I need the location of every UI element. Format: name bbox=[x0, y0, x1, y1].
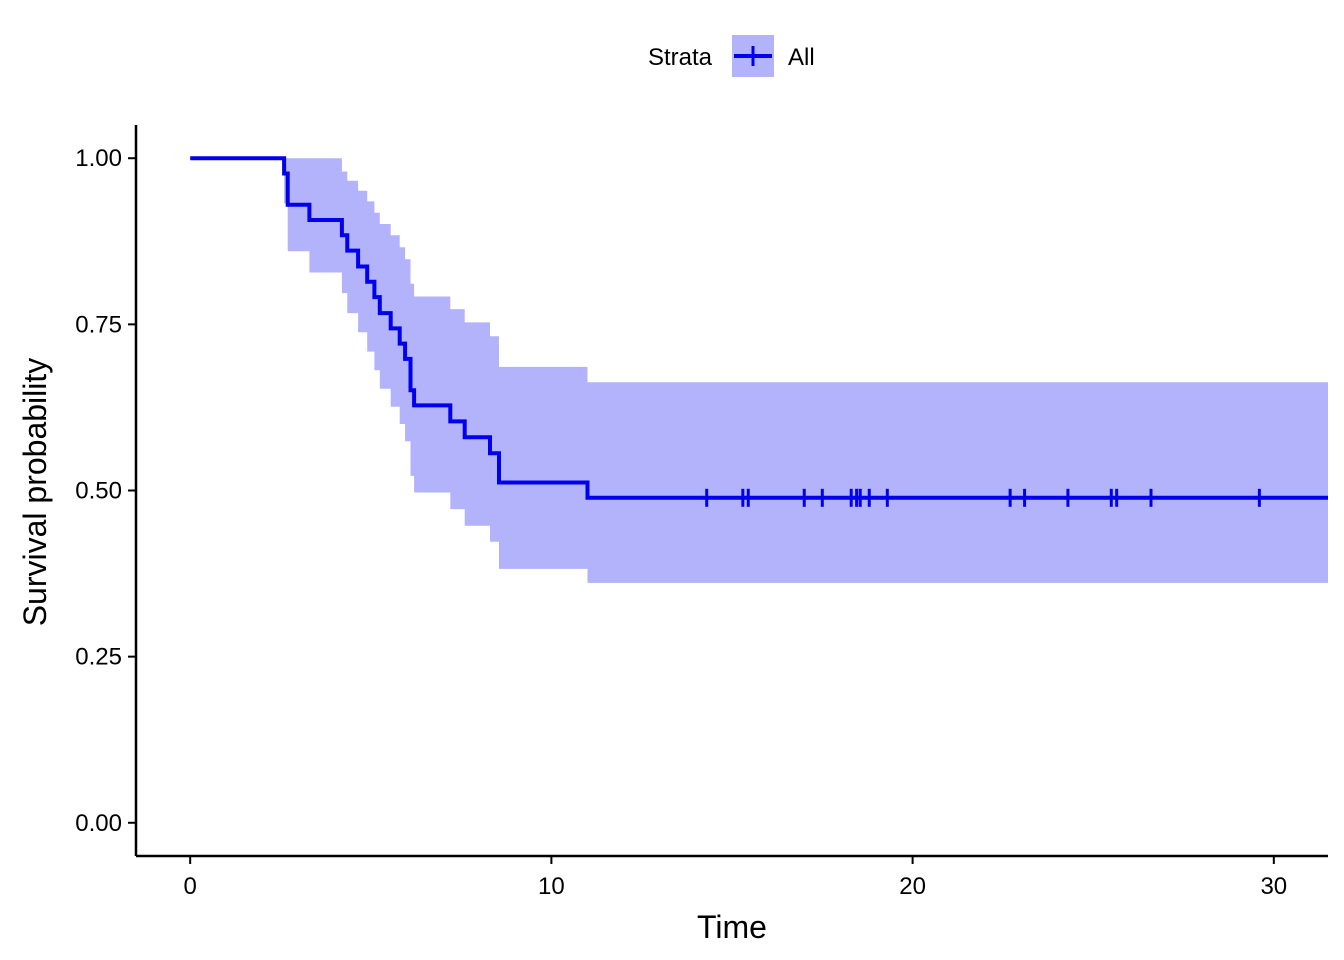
survival-curve-all bbox=[190, 156, 1328, 500]
confidence-band bbox=[190, 158, 1329, 583]
x-axis-title: Time bbox=[697, 909, 767, 945]
y-axis-ticks: 0.00 0.25 0.50 0.75 1.00 bbox=[75, 145, 136, 837]
x-axis-ticks: 0 10 20 30 bbox=[184, 856, 1287, 900]
x-tick-label: 30 bbox=[1260, 873, 1287, 900]
censor-marks bbox=[705, 488, 1261, 507]
plot-area bbox=[190, 156, 1329, 583]
legend-entry-all: All bbox=[788, 44, 815, 71]
legend: Strata All bbox=[648, 35, 815, 77]
y-tick-label: 0.00 bbox=[75, 810, 122, 837]
y-tick-label: 1.00 bbox=[75, 145, 122, 172]
x-tick-label: 10 bbox=[538, 873, 565, 900]
x-tick-label: 0 bbox=[184, 873, 197, 900]
legend-title: Strata bbox=[648, 44, 713, 71]
axes: 0.00 0.25 0.50 0.75 1.00 0 10 20 30 Time Surviv… bbox=[17, 125, 1328, 945]
y-tick-label: 0.25 bbox=[75, 644, 122, 671]
y-tick-label: 0.75 bbox=[75, 311, 122, 338]
y-tick-label: 0.50 bbox=[75, 478, 122, 505]
y-axis-title: Survival probability bbox=[17, 358, 53, 627]
x-tick-label: 20 bbox=[899, 873, 926, 900]
